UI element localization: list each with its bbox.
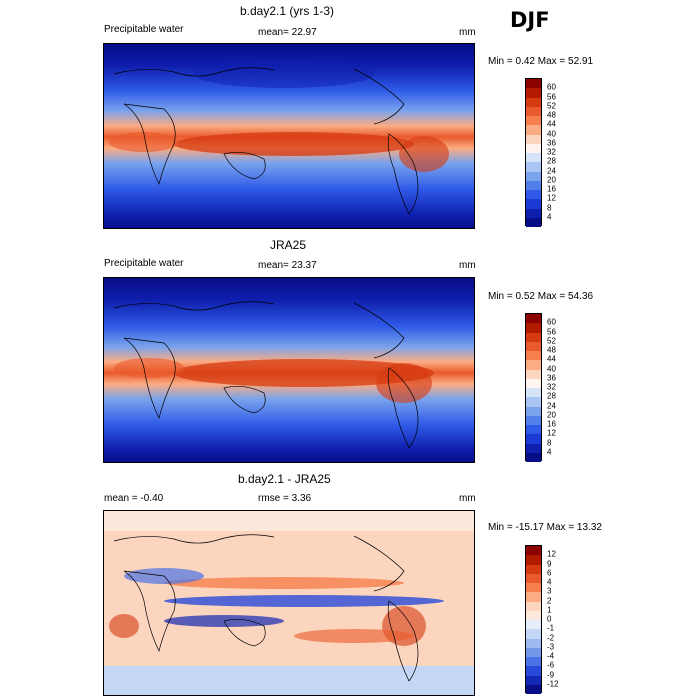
panel1-mean-label: mean= 22.97 xyxy=(258,27,317,38)
panel3-tick: -2 xyxy=(547,633,555,642)
panel1-minmax-label: Min = 0.42 Max = 52.91 xyxy=(488,56,594,67)
panel2-tick: 20 xyxy=(547,410,556,420)
season-label: DJF xyxy=(510,8,550,32)
panel2-map-plot xyxy=(104,278,474,462)
panel1-colorbar xyxy=(525,78,542,227)
panel1-tick: 20 xyxy=(547,175,556,185)
panel1-tick: 44 xyxy=(547,119,556,129)
panel3-tick: 6 xyxy=(547,568,552,578)
panel1-tick: 8 xyxy=(547,203,552,212)
panel3-tick: 12 xyxy=(547,549,556,559)
panel2-tick: 28 xyxy=(547,391,556,401)
panel1-tick: 4 xyxy=(547,212,552,222)
panel2-tick: 36 xyxy=(547,373,556,383)
panel1-tick: 40 xyxy=(547,129,556,138)
panel3-title: b.day2.1 - JRA25 xyxy=(238,472,331,486)
panel1-tick: 12 xyxy=(547,193,556,203)
panel3-tick: -9 xyxy=(547,670,555,679)
panel3-map xyxy=(103,510,475,696)
panel2-tick: 40 xyxy=(547,364,556,373)
panel2-colorbar xyxy=(525,313,542,462)
panel3-tick: 4 xyxy=(547,577,552,587)
panel3-tick: 3 xyxy=(547,586,552,596)
panel1-tick: 60 xyxy=(547,82,556,92)
panel2-tick: 60 xyxy=(547,317,556,327)
panel1-tick: 28 xyxy=(547,156,556,166)
panel3-tick: 2 xyxy=(547,596,552,605)
panel1-tick: 52 xyxy=(547,101,556,111)
panel3-tick: -1 xyxy=(547,623,555,633)
panel2-tick: 24 xyxy=(547,401,556,410)
panel1-tick: 36 xyxy=(547,138,556,148)
panel1-units-label: mm xyxy=(459,27,476,38)
panel3-units-label: mm xyxy=(459,493,476,504)
panel1-tick: 16 xyxy=(547,184,556,194)
panel2-variable-label: Precipitable water xyxy=(104,258,184,269)
panel2-tick: 4 xyxy=(547,447,552,457)
panel2-title: JRA25 xyxy=(270,238,307,252)
panel2-mean-label: mean= 23.37 xyxy=(258,260,317,271)
panel1-map-plot xyxy=(104,44,474,228)
panel1-title: b.day2.1 (yrs 1-3) xyxy=(240,4,335,18)
panel2-tick: 32 xyxy=(547,382,556,392)
panel2-units-label: mm xyxy=(459,260,476,271)
panel1-variable-label: Precipitable water xyxy=(104,24,184,35)
panel2-minmax-label: Min = 0.52 Max = 54.36 xyxy=(488,291,594,302)
panel3-tick: -4 xyxy=(547,651,555,661)
panel2-tick: 8 xyxy=(547,438,552,447)
panel2-tick: 48 xyxy=(547,345,556,355)
panel2-tick: 44 xyxy=(547,354,556,364)
panel2-tick: 52 xyxy=(547,336,556,346)
panel2-map xyxy=(103,277,475,463)
panel3-tick: 1 xyxy=(547,605,552,615)
panel3-tick: -6 xyxy=(547,660,555,670)
panel1-tick: 48 xyxy=(547,110,556,120)
panel3-colorbar xyxy=(525,545,542,694)
panel3-tick: 0 xyxy=(547,614,552,624)
panel1-tick: 32 xyxy=(547,147,556,157)
panel2-tick: 56 xyxy=(547,327,556,336)
panel3-tick: -12 xyxy=(547,679,559,689)
panel1-tick: 56 xyxy=(547,92,556,101)
panel2-tick: 16 xyxy=(547,419,556,429)
panel2-tick: 12 xyxy=(547,428,556,438)
panel3-minmax-label: Min = -15.17 Max = 13.32 xyxy=(488,522,602,533)
panel3-map-plot xyxy=(104,511,474,695)
panel3-mean-label: mean = -0.40 xyxy=(104,493,164,504)
panel1-map xyxy=(103,43,475,229)
panel1-tick: 24 xyxy=(547,166,556,175)
panel3-tick: 9 xyxy=(547,559,552,568)
panel3-tick: -3 xyxy=(547,642,555,652)
panel3-rmse-label: rmse = 3.36 xyxy=(258,493,312,504)
